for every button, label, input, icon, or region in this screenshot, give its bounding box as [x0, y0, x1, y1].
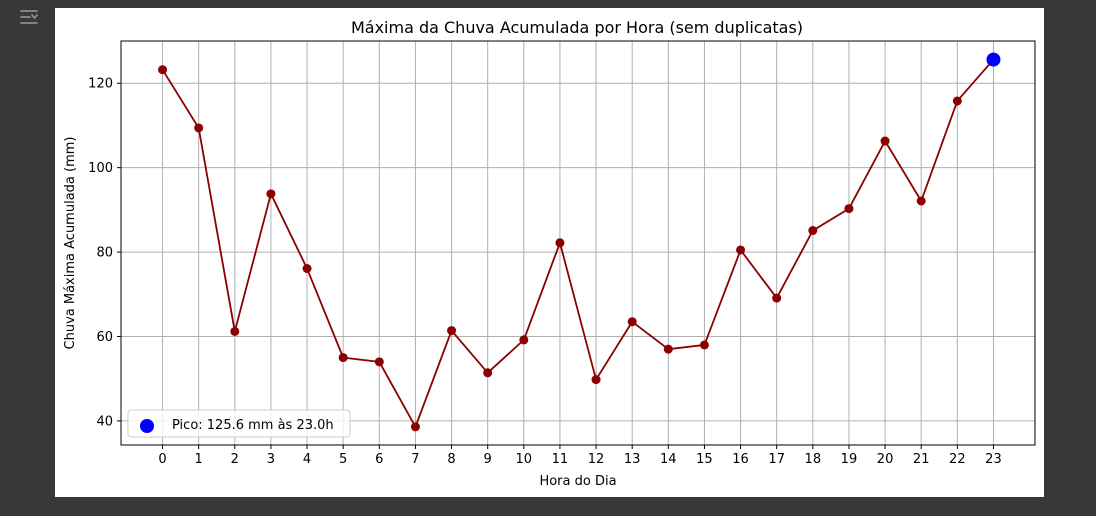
data-point — [158, 65, 168, 75]
y-tick-label: 40 — [96, 414, 113, 429]
x-tick-label: 10 — [516, 452, 533, 467]
peak-marker — [986, 52, 1001, 67]
data-point — [736, 245, 746, 255]
data-point — [266, 189, 276, 199]
data-point — [374, 357, 384, 367]
x-tick-label: 4 — [303, 452, 311, 467]
peak-marker-group — [986, 52, 1001, 67]
data-point — [808, 226, 818, 236]
y-tick-label: 100 — [88, 161, 113, 176]
data-point — [447, 326, 457, 336]
data-point — [880, 136, 890, 146]
x-tick-label: 12 — [588, 452, 605, 467]
y-tick-label: 120 — [88, 77, 113, 92]
data-point — [916, 196, 926, 206]
x-tick-label: 3 — [267, 452, 275, 467]
chart-title: Máxima da Chuva Acumulada por Hora (sem … — [351, 18, 803, 37]
x-tick-label: 23 — [985, 452, 1002, 467]
y-tick-label: 60 — [96, 330, 113, 345]
legend: Pico: 125.6 mm às 23.0h — [127, 409, 351, 438]
x-axis-label: Hora do Dia — [539, 474, 616, 489]
data-point — [555, 238, 565, 248]
legend-peak-label: Pico: 125.6 mm às 23.0h — [172, 418, 334, 433]
data-point — [663, 344, 673, 354]
legend-peak-marker — [140, 419, 154, 433]
data-point — [627, 317, 637, 327]
x-tick-label: 8 — [447, 452, 455, 467]
grid-lines — [121, 41, 1035, 445]
x-tick-label: 14 — [660, 452, 677, 467]
chart-figure: Máxima da Chuva Acumulada por Hora (sem … — [55, 8, 1044, 497]
x-tick-label: 6 — [375, 452, 383, 467]
y-tick-label: 80 — [96, 246, 113, 261]
data-point — [338, 353, 348, 363]
x-tick-label: 5 — [339, 452, 347, 467]
y-axis-ticks: 40 60 80 100 120 — [88, 77, 121, 429]
plot-area-frame — [120, 40, 1036, 446]
data-point — [699, 340, 709, 350]
x-tick-label: 11 — [552, 452, 569, 467]
y-axis-label: Chuva Máxima Acumulada (mm) — [63, 137, 78, 350]
legend-box — [127, 409, 351, 438]
data-point — [952, 96, 962, 106]
x-tick-label: 18 — [805, 452, 822, 467]
data-point — [302, 264, 312, 274]
series-line — [161, 58, 995, 428]
x-tick-label: 17 — [768, 452, 785, 467]
data-point — [591, 375, 601, 385]
x-tick-label: 16 — [732, 452, 749, 467]
x-axis-ticks: 0 1 2 3 4 5 6 7 8 9 10 11 12 13 14 15 16 17 18 19 20 21 22 23 — [158, 445, 1002, 467]
data-points — [158, 55, 998, 432]
x-tick-label: 15 — [696, 452, 713, 467]
x-tick-label: 0 — [158, 452, 166, 467]
x-tick-label: 19 — [841, 452, 858, 467]
x-tick-label: 1 — [195, 452, 203, 467]
data-point — [519, 335, 529, 345]
x-tick-label: 22 — [949, 452, 966, 467]
x-tick-label: 21 — [913, 452, 930, 467]
x-tick-label: 7 — [411, 452, 419, 467]
data-point — [410, 422, 420, 432]
data-point — [230, 326, 240, 336]
output-collapse-icon[interactable] — [18, 6, 40, 28]
series-polyline — [161, 58, 995, 428]
x-tick-label: 20 — [877, 452, 894, 467]
data-point — [844, 204, 854, 214]
data-point — [194, 123, 204, 133]
x-tick-label: 9 — [484, 452, 492, 467]
data-point — [483, 368, 493, 378]
x-tick-label: 13 — [624, 452, 641, 467]
line-chart: Máxima da Chuva Acumulada por Hora (sem … — [63, 18, 1036, 489]
data-point — [772, 293, 782, 303]
x-tick-label: 2 — [231, 452, 239, 467]
